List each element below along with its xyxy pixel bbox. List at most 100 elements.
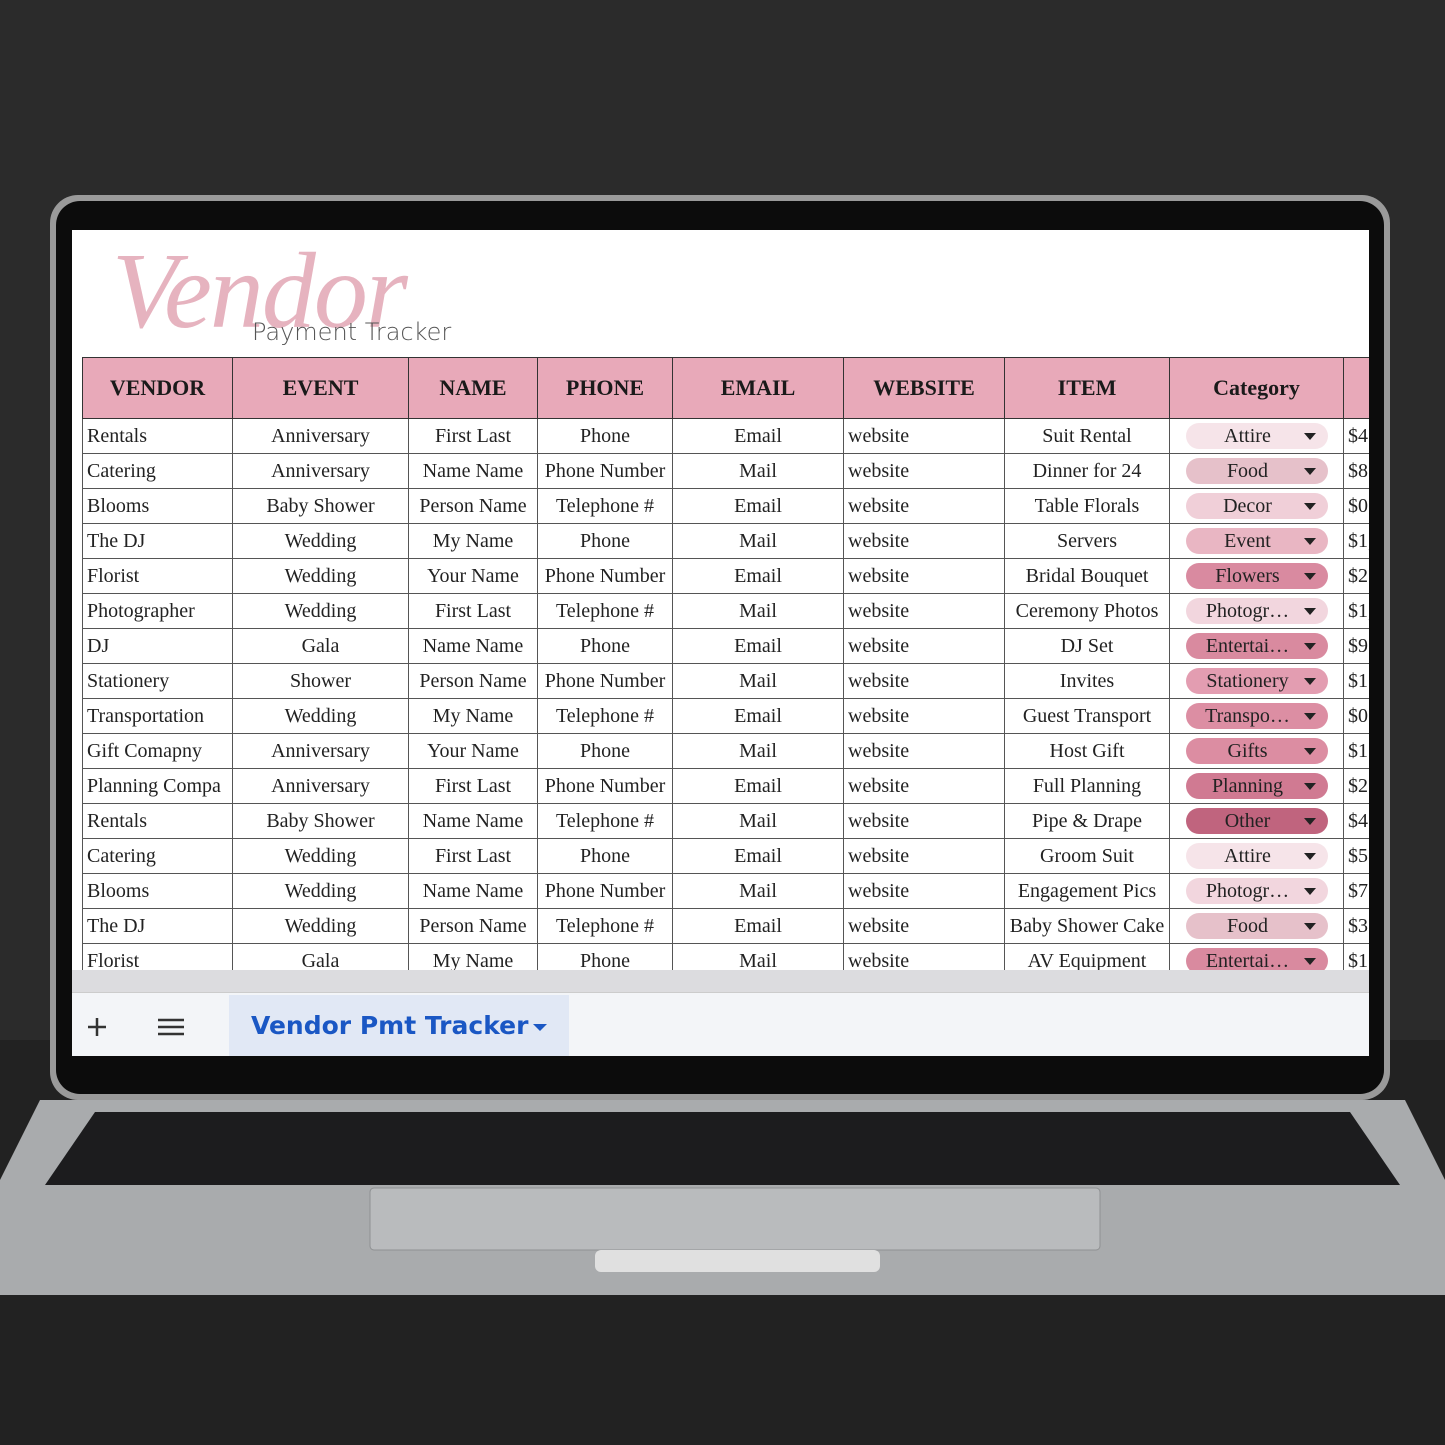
cell: My Name bbox=[408, 943, 538, 970]
category-dropdown[interactable]: Planning bbox=[1185, 773, 1328, 799]
category-cell: Entertai… bbox=[1169, 943, 1344, 970]
cell: Stationery bbox=[82, 663, 233, 699]
category-label: Stationery bbox=[1206, 670, 1289, 692]
cell: Telephone # bbox=[537, 908, 673, 944]
add-sheet[interactable] bbox=[88, 1018, 106, 1036]
cell: Gala bbox=[232, 943, 409, 970]
dropdown-arrow bbox=[1303, 853, 1316, 860]
cost-cell: $8 bbox=[1343, 453, 1369, 489]
column-header: EMAIL bbox=[672, 357, 844, 419]
column-header: Category bbox=[1169, 357, 1344, 419]
cell: website bbox=[843, 453, 1005, 489]
cost-cell: $1, bbox=[1343, 593, 1369, 629]
cost-cell: $2 bbox=[1343, 558, 1369, 594]
cell: First Last bbox=[408, 593, 538, 629]
dropdown-arrow bbox=[1303, 468, 1316, 475]
cell: Invites bbox=[1004, 663, 1170, 699]
category-dropdown[interactable]: Entertai… bbox=[1185, 633, 1328, 659]
category-dropdown[interactable]: Photogr… bbox=[1185, 598, 1328, 624]
cell: website bbox=[843, 908, 1005, 944]
category-dropdown[interactable]: Attire bbox=[1185, 843, 1328, 869]
table-row: Florist Wedding Your Name Phone Number Email… bbox=[82, 558, 1369, 594]
category-dropdown[interactable]: Gifts bbox=[1185, 738, 1328, 764]
cell: Email bbox=[672, 628, 844, 664]
cell: Wedding bbox=[232, 908, 409, 944]
category-dropdown[interactable]: Transpo… bbox=[1185, 703, 1328, 729]
category-cell: Event bbox=[1169, 523, 1344, 559]
category-label: Decor bbox=[1223, 495, 1272, 517]
spreadsheet: VENDOR EVENT NAME PHONE EMAIL WEBSITE ITEM Cate… bbox=[82, 357, 1369, 970]
category-dropdown[interactable]: Stationery bbox=[1185, 668, 1328, 694]
category-cell: Planning bbox=[1169, 768, 1344, 804]
category-dropdown[interactable]: Entertai… bbox=[1185, 948, 1328, 970]
table-row: Catering Anniversary Name Name Phone Number… bbox=[82, 453, 1369, 489]
dropdown-arrow bbox=[1303, 503, 1316, 510]
cell: Wedding bbox=[232, 558, 409, 594]
cell: Rentals bbox=[82, 418, 233, 454]
cell: Host Gift bbox=[1004, 733, 1170, 769]
category-cell: Flowers bbox=[1169, 558, 1344, 594]
category-label: Attire bbox=[1224, 425, 1271, 447]
cell: Phone bbox=[537, 418, 673, 454]
cell: Email bbox=[672, 488, 844, 524]
subtitle: Payment Tracker bbox=[252, 318, 452, 346]
cost-cell: $1, bbox=[1343, 523, 1369, 559]
cell: Gala bbox=[232, 628, 409, 664]
cell: website bbox=[843, 733, 1005, 769]
category-dropdown[interactable]: Decor bbox=[1185, 493, 1328, 519]
cell: Email bbox=[672, 558, 844, 594]
cell: Baby Shower bbox=[232, 488, 409, 524]
table-row: Blooms Wedding Name Name Phone Number Mail we… bbox=[82, 873, 1369, 909]
table-row: Rentals Baby Shower Name Name Telephone # Ma… bbox=[82, 803, 1369, 839]
title: Vendor bbox=[112, 232, 408, 351]
cell: Groom Suit bbox=[1004, 838, 1170, 874]
table-row: Photographer Wedding First Last Telephone #… bbox=[82, 593, 1369, 629]
cell: website bbox=[843, 523, 1005, 559]
cell: Email bbox=[672, 768, 844, 804]
dropdown-arrow bbox=[1303, 433, 1316, 440]
category-cell: Transpo… bbox=[1169, 698, 1344, 734]
cell: Person Name bbox=[408, 663, 538, 699]
cell: Phone bbox=[537, 733, 673, 769]
cell: Guest Transport bbox=[1004, 698, 1170, 734]
cell: Phone bbox=[537, 523, 673, 559]
header-row: VENDOR EVENT NAME PHONE EMAIL WEBSITE ITEM Cate… bbox=[82, 357, 1369, 419]
table: VENDOR EVENT NAME PHONE EMAIL WEBSITE ITEM Cate… bbox=[82, 357, 1369, 970]
cell: Phone Number bbox=[537, 558, 673, 594]
cell: The DJ bbox=[82, 908, 233, 944]
cell: Telephone # bbox=[537, 488, 673, 524]
category-dropdown[interactable]: Other bbox=[1185, 808, 1328, 834]
cell: website bbox=[843, 803, 1005, 839]
screen: Vendor Payment Tracker VENDOR EVENT NAME PH… bbox=[72, 230, 1369, 1056]
category-dropdown[interactable]: Attire bbox=[1185, 423, 1328, 449]
cell: My Name bbox=[408, 523, 538, 559]
sheet-tabs: Vendor Pmt Tracker bbox=[72, 992, 1369, 1056]
cell: Ceremony Photos bbox=[1004, 593, 1170, 629]
category-dropdown[interactable]: Food bbox=[1185, 913, 1328, 939]
cell: Mail bbox=[672, 453, 844, 489]
category-label: Other bbox=[1224, 810, 1271, 832]
cell: Mail bbox=[672, 663, 844, 699]
cell: Florist bbox=[82, 943, 233, 970]
cell: Engagement Pics bbox=[1004, 873, 1170, 909]
cell: Email bbox=[672, 698, 844, 734]
category-dropdown[interactable]: Flowers bbox=[1185, 563, 1328, 589]
category-label: Food bbox=[1226, 460, 1269, 482]
dropdown-arrow bbox=[1303, 678, 1316, 685]
scrollbar[interactable] bbox=[72, 970, 1369, 992]
cell: Mail bbox=[672, 733, 844, 769]
keyboard bbox=[45, 1112, 1400, 1185]
category-dropdown[interactable]: Event bbox=[1185, 528, 1328, 554]
tab-icons bbox=[88, 1018, 184, 1036]
all-sheets[interactable] bbox=[158, 1018, 184, 1036]
category-dropdown[interactable]: Food bbox=[1185, 458, 1328, 484]
category-dropdown[interactable]: Photogr… bbox=[1185, 878, 1328, 904]
cell: DJ bbox=[82, 628, 233, 664]
sheet-tab[interactable]: Vendor Pmt Tracker bbox=[229, 995, 569, 1056]
cell: My Name bbox=[408, 698, 538, 734]
cost-cell: $3 bbox=[1343, 908, 1369, 944]
cell: Gift Comapny bbox=[82, 733, 233, 769]
dropdown-arrow bbox=[1303, 643, 1316, 650]
cell: Phone Number bbox=[537, 663, 673, 699]
